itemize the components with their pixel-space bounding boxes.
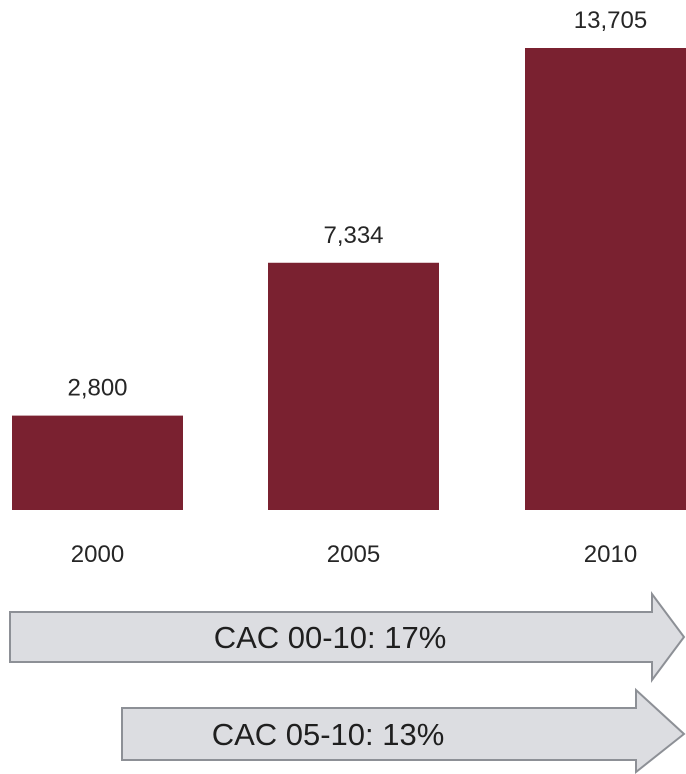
bars-group	[12, 48, 686, 510]
bar-2005	[268, 262, 439, 510]
bar-2000	[12, 415, 183, 510]
growth-arrow-label-1: CAC 00-10: 17%	[214, 620, 447, 655]
growth-arrow-1	[9, 590, 686, 684]
category-labels-group: 2000 2005 2010	[71, 541, 637, 568]
category-label-2005: 2005	[327, 541, 380, 568]
category-label-2000: 2000	[71, 541, 124, 568]
bar-2010	[525, 48, 686, 510]
value-labels-group: 2,800 7,334 13,705	[67, 7, 647, 402]
value-label-2000: 2,800	[67, 375, 127, 402]
growth-arrow-label-2: CAC 05-10: 13%	[212, 717, 445, 752]
growth-arrow-2	[121, 687, 686, 774]
growth-arrows-group: CAC 00-10: 17% CAC 05-10: 13%	[9, 590, 686, 774]
category-label-2010: 2010	[584, 541, 637, 568]
value-label-2010: 13,705	[574, 7, 647, 34]
value-label-2005: 7,334	[323, 222, 383, 249]
